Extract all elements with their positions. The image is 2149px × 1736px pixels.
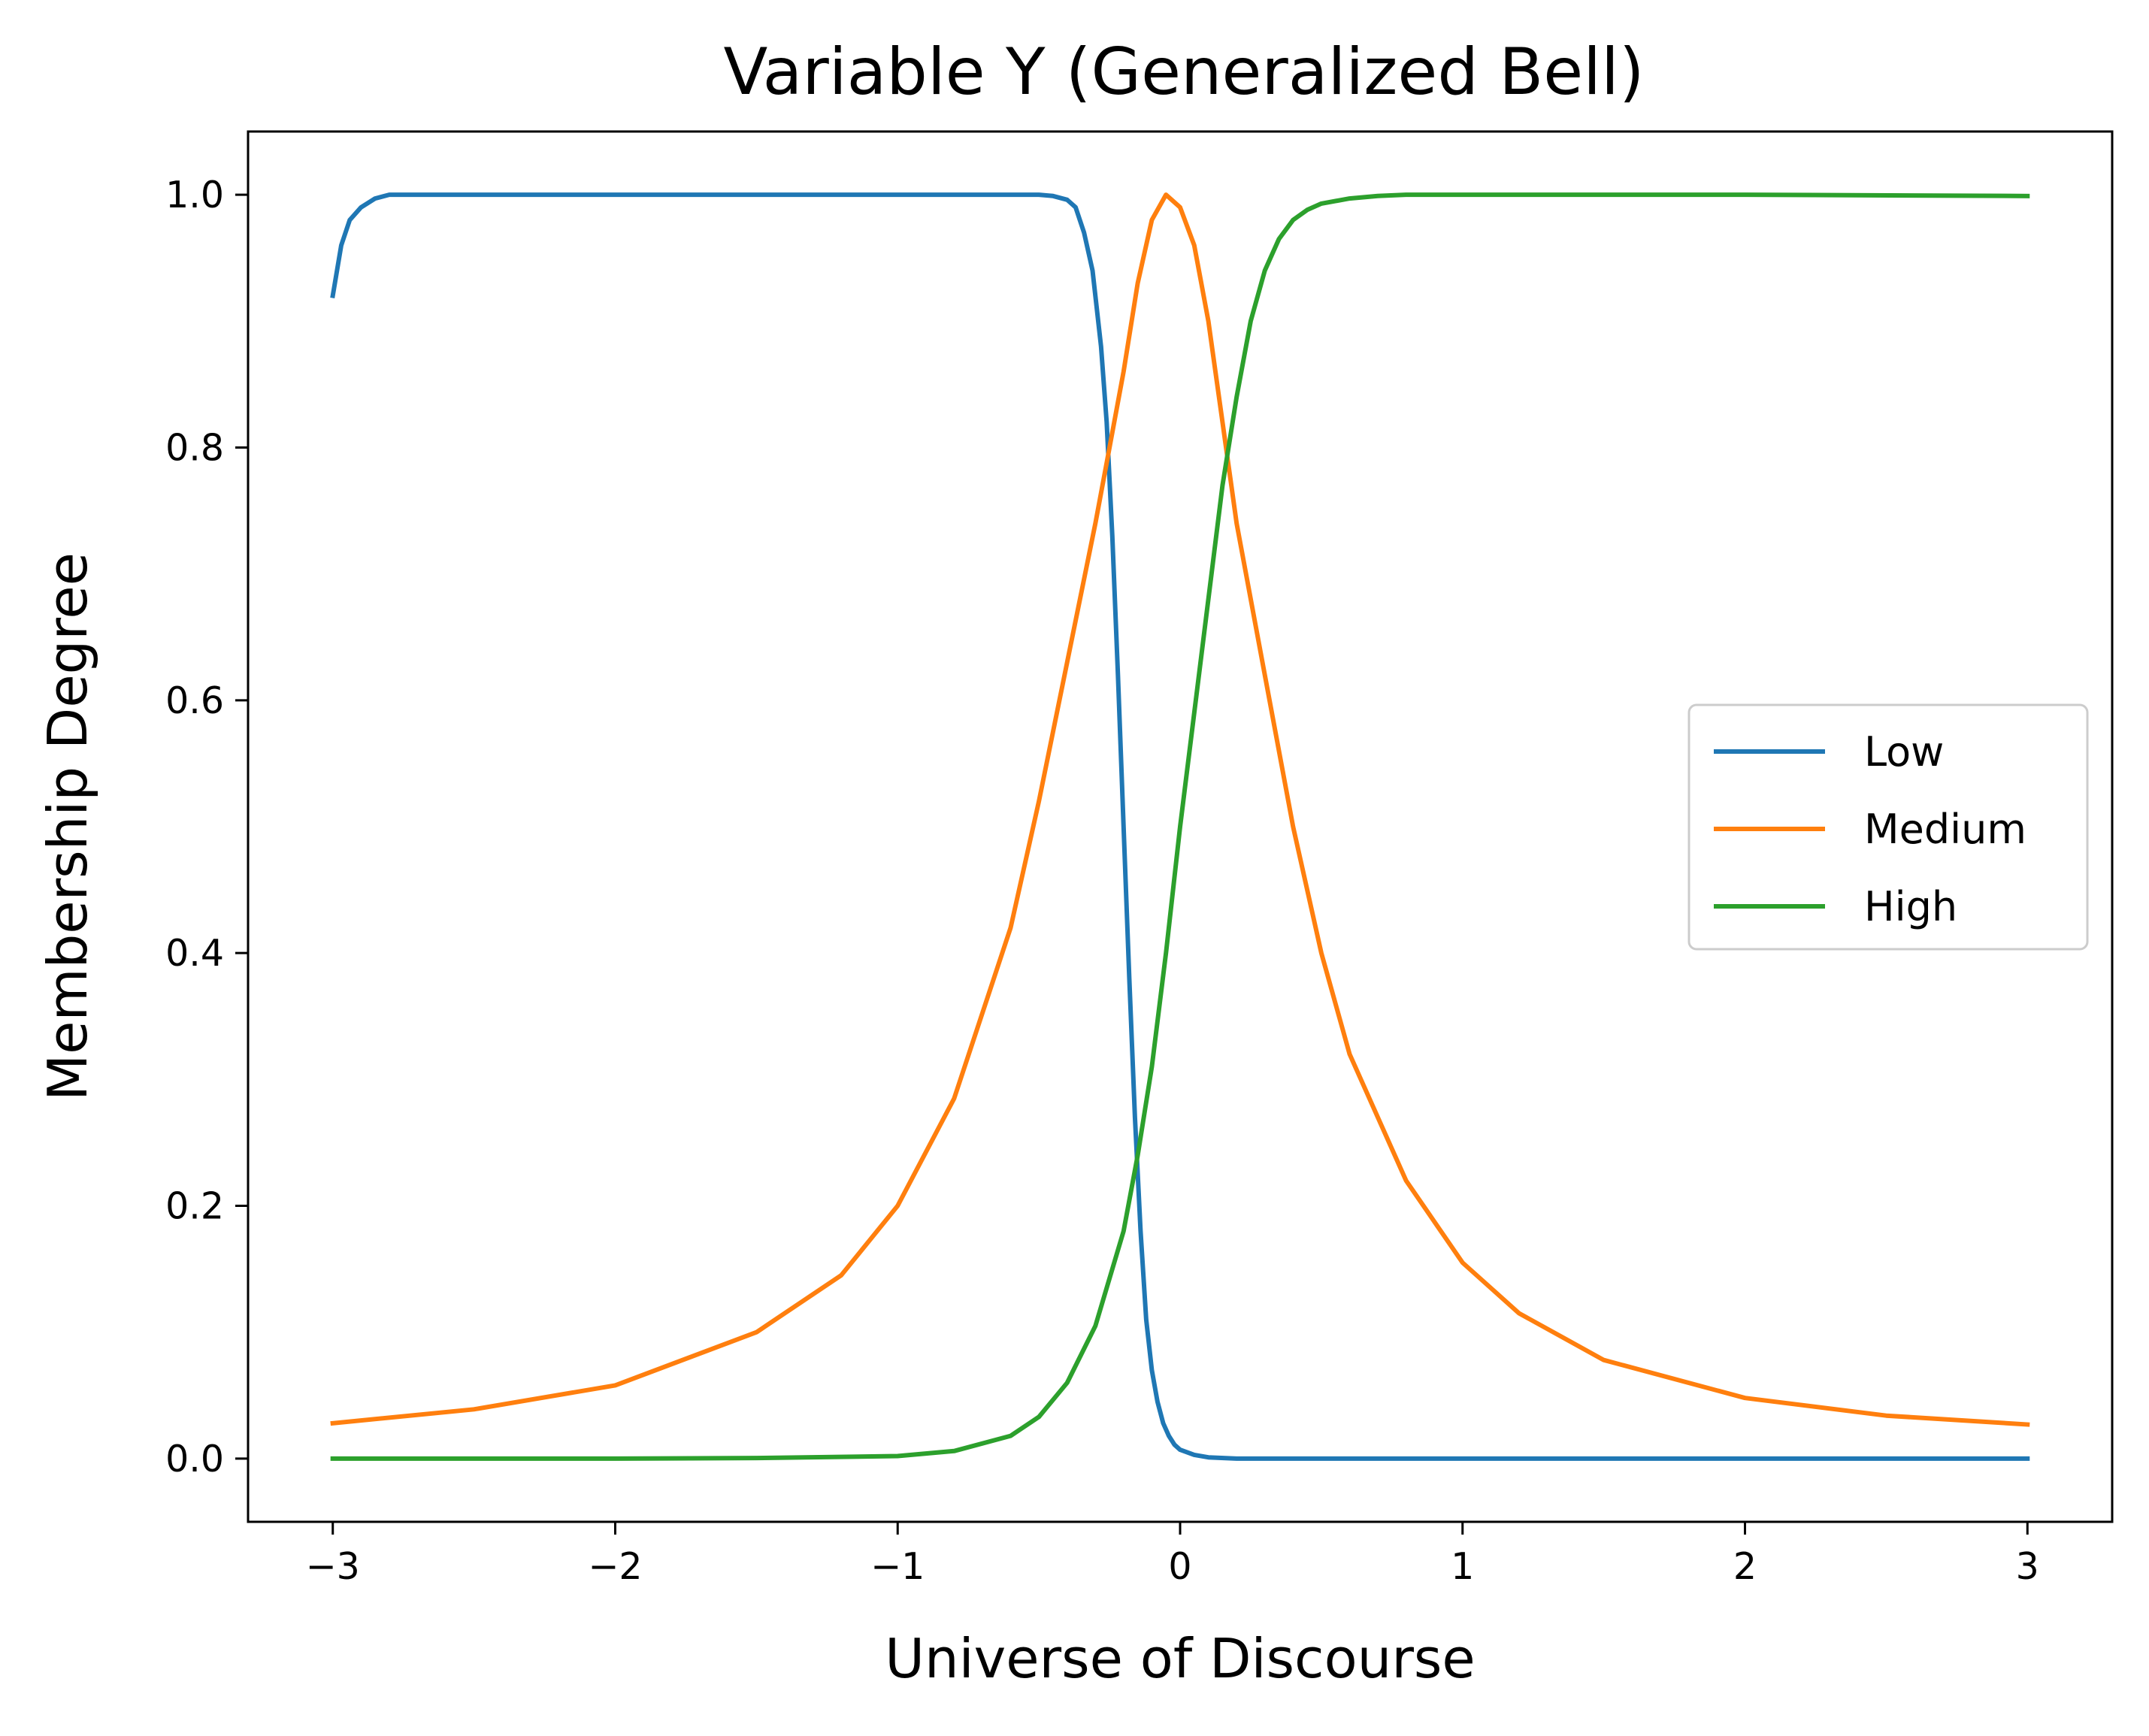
legend-label-low: Low: [1864, 728, 1944, 776]
y-tick-label: 0.0: [165, 1438, 224, 1480]
series-line-medium: [330, 192, 2030, 1427]
x-tick-label: 1: [1451, 1545, 1474, 1588]
x-axis-title: Universe of Discourse: [885, 1627, 1475, 1690]
x-tick-label: 3: [2016, 1545, 2039, 1588]
y-tick-label: 0.8: [165, 426, 224, 469]
x-tick-label: 0: [1168, 1545, 1191, 1588]
y-tick-label: 0.2: [165, 1185, 224, 1228]
y-axis-title: Membership Degree: [36, 552, 99, 1101]
legend-label-high: High: [1864, 883, 1957, 930]
x-tick-label: 2: [1733, 1545, 1757, 1588]
y-tick-label: 1.0: [165, 174, 224, 216]
legend-box: [1687, 703, 2089, 951]
x-tick-label: −2: [588, 1545, 642, 1588]
series-layer: [330, 192, 2030, 1461]
legend-label-medium: Medium: [1864, 806, 2026, 853]
x-tick-label: −1: [870, 1545, 925, 1588]
series-line-high: [330, 192, 2030, 1461]
y-axis: 0.0 0.2 0.4 0.6 0.8 1.0: [165, 174, 248, 1480]
chart-title: Variable Y (Generalized Bell): [724, 35, 1645, 110]
series-line-low: [330, 192, 2030, 1461]
legend: Low Medium High: [1687, 703, 2089, 951]
x-axis: −3 −2 −1 0 1 2 3: [306, 1522, 2039, 1588]
x-tick-label: −3: [306, 1545, 360, 1588]
y-tick-label: 0.4: [165, 932, 224, 975]
y-tick-label: 0.6: [165, 679, 224, 722]
